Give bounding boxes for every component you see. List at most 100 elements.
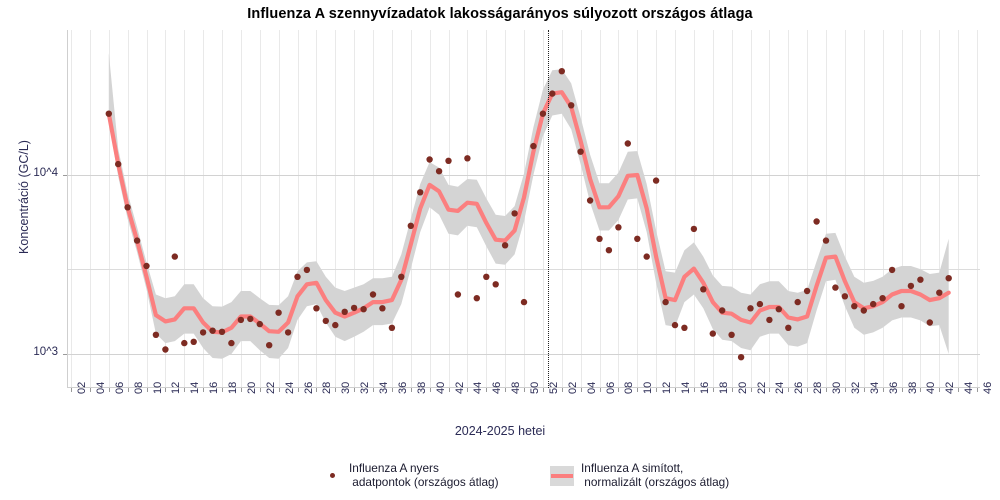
x-tick-mark [448, 388, 450, 392]
x-tick-mark [410, 388, 412, 392]
x-tick-label: 38 [415, 381, 428, 394]
grid-line-vertical [939, 30, 941, 388]
grid-line-vertical [108, 30, 110, 388]
raw-data-point [181, 339, 188, 347]
raw-data-point [435, 168, 443, 175]
x-tick-mark [844, 388, 846, 392]
x-tick-mark [939, 388, 941, 392]
grid-line-vertical [354, 30, 356, 388]
raw-data-point [756, 300, 764, 308]
raw-data-point [870, 300, 877, 308]
x-tick-label: 14 [189, 381, 202, 394]
raw-data-point [492, 281, 499, 288]
x-tick-label: 08 [623, 381, 636, 394]
raw-data-point [652, 177, 660, 184]
x-tick-label: 02 [76, 381, 88, 394]
raw-data-point [832, 284, 839, 291]
plot-series-layer [105, 53, 952, 361]
raw-data-point [747, 305, 754, 312]
raw-data-point [407, 222, 414, 229]
grid-line-horizontal [67, 354, 980, 355]
grid-line-vertical [146, 30, 148, 388]
grid-line-vertical [844, 30, 846, 388]
x-tick-label: 18 [227, 381, 239, 394]
x-tick-mark [89, 388, 91, 392]
raw-data-point [605, 247, 613, 254]
x-tick-label: 48 [510, 381, 523, 394]
x-tick-label: 06 [113, 381, 126, 394]
x-tick-label: 30 [340, 381, 353, 394]
x-tick-label: 24 [283, 381, 296, 394]
raw-data-point [454, 291, 462, 298]
x-tick-mark [429, 388, 431, 392]
x-tick-mark [467, 388, 469, 392]
x-tick-label: 26 [302, 381, 315, 394]
x-tick-label: 34 [868, 381, 881, 394]
raw-data-point [586, 197, 594, 204]
grid-line-vertical [184, 30, 186, 388]
grid-line-vertical [297, 30, 299, 388]
x-tick-mark [826, 388, 827, 392]
raw-data-point [228, 339, 235, 347]
x-tick-mark [693, 388, 695, 392]
chart-legend: Influenza A nyers adatpontok (országos á… [0, 458, 1000, 500]
raw-data-point [700, 286, 707, 293]
raw-data-point [813, 218, 820, 225]
x-tick-mark [542, 388, 544, 392]
x-tick-mark [901, 388, 903, 392]
raw-data-point [115, 160, 122, 168]
grid-line-vertical [675, 30, 676, 388]
raw-data-point [898, 303, 905, 310]
raw-data-point [190, 338, 197, 345]
x-tick-mark [240, 388, 242, 392]
x-tick-label: 22 [755, 381, 768, 394]
x-tick-mark [618, 388, 620, 392]
raw-data-point [907, 282, 915, 290]
x-tick-mark [259, 388, 261, 392]
raw-data-point [464, 155, 471, 162]
x-tick-label: 04 [585, 381, 598, 394]
x-tick-mark [278, 388, 280, 392]
raw-data-point [332, 321, 339, 329]
x-tick-label: 46 [491, 381, 504, 394]
raw-data-point [341, 308, 348, 315]
line-band-icon [550, 465, 574, 486]
x-tick-mark [712, 388, 714, 392]
legend-item-raw[interactable]: Influenza A nyers adatpontok (országos á… [322, 461, 499, 489]
raw-data-point [549, 90, 556, 97]
raw-data-point [936, 289, 943, 296]
x-tick-mark [316, 388, 318, 392]
grid-line-vertical [977, 30, 978, 388]
x-tick-label: 26 [793, 381, 806, 394]
x-tick-mark [335, 388, 337, 392]
raw-data-point [247, 315, 254, 323]
x-tick-mark [807, 388, 809, 392]
x-tick-label: 44 [472, 381, 485, 394]
x-tick-mark [108, 388, 110, 392]
raw-data-point [766, 316, 773, 324]
grid-line-vertical [807, 30, 809, 388]
plot-panel [67, 30, 980, 388]
raw-data-point [841, 293, 849, 300]
x-tick-mark [788, 388, 790, 392]
raw-data-point [369, 291, 377, 298]
grid-line-vertical [259, 30, 261, 388]
grid-line-vertical [580, 30, 582, 388]
raw-data-point [322, 317, 329, 325]
raw-data-point [275, 309, 282, 316]
grid-line-vertical [920, 30, 922, 388]
grid-line-vertical [693, 30, 695, 388]
x-tick-mark [354, 388, 356, 392]
x-tick-label: 42 [453, 381, 466, 394]
x-tick-label: 20 [736, 381, 749, 394]
x-tick-mark [165, 388, 167, 392]
raw-data-point [256, 320, 263, 328]
raw-data-point [388, 324, 396, 331]
legend-item-smoothed[interactable]: Influenza A simított, normalizált (orszá… [550, 461, 729, 489]
raw-data-point [511, 210, 518, 217]
x-tick-label: 40 [925, 381, 938, 394]
x-tick-label: 04 [94, 381, 107, 394]
raw-data-point [917, 276, 924, 283]
x-tick-label: 44 [963, 381, 976, 394]
